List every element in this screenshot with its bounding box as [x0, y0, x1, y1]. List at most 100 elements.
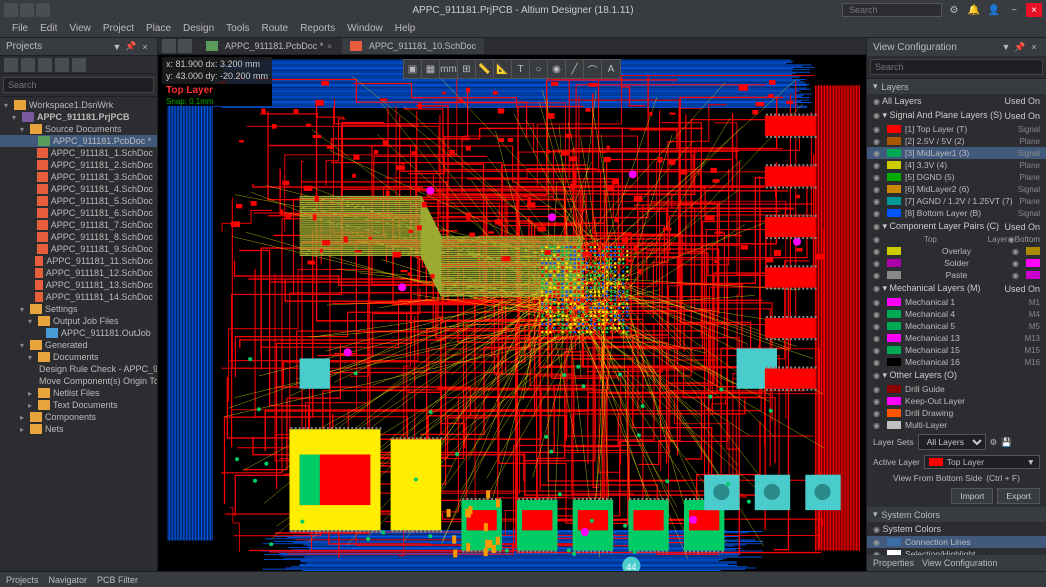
view-from-bottom[interactable]: View From Bottom Side — [893, 473, 982, 483]
vc-syscolors-label[interactable]: System Colors — [883, 524, 942, 534]
layer-row[interactable]: ◉Mechanical 1M1 — [867, 296, 1046, 308]
layer-row[interactable]: ◉[3] MidLayer1 (3)Signal — [867, 147, 1046, 159]
layer-sets-save-icon[interactable]: 💾 — [1001, 437, 1012, 448]
ctool-ruler-icon[interactable]: 📏 — [476, 60, 494, 78]
tree-netlist[interactable]: ▸Netlist Files — [0, 387, 157, 399]
menu-tools[interactable]: Tools — [220, 21, 255, 36]
vc-syscolors-section[interactable]: ▾System Colors — [867, 507, 1046, 522]
ctool-select-icon[interactable]: ▣ — [404, 60, 422, 78]
tree-schdoc[interactable]: APPC_911181_9.SchDoc — [0, 243, 157, 255]
tree-schdoc[interactable]: APPC_911181_4.SchDoc — [0, 183, 157, 195]
properties-tab[interactable]: Properties — [873, 558, 914, 568]
tree-schdoc[interactable]: APPC_911181_8.SchDoc — [0, 231, 157, 243]
tree-components[interactable]: ▸Components — [0, 411, 157, 423]
tree-schdoc[interactable]: APPC_911181_1.SchDoc — [0, 147, 157, 159]
tree-textdocs[interactable]: ▸Text Documents — [0, 399, 157, 411]
projects-toolbar-3[interactable] — [38, 58, 52, 72]
ctool-arc-icon[interactable]: ⌒ — [584, 60, 602, 78]
layer-sets-opts-icon[interactable]: ⚙ — [990, 437, 998, 448]
tree-documents[interactable]: ▾Documents — [0, 351, 157, 363]
layer-sets-select[interactable]: All Layers — [918, 434, 986, 450]
panel-pin-icon[interactable]: 📌 — [125, 41, 137, 53]
vc-close-icon[interactable]: × — [1028, 41, 1040, 53]
layer-row[interactable]: ◉[6] MidLayer2 (6)Signal — [867, 183, 1046, 195]
pair-row[interactable]: ◉Solder◉ — [867, 257, 1046, 269]
menu-reports[interactable]: Reports — [294, 21, 341, 36]
layer-row[interactable]: ◉[1] Top Layer (T)Signal — [867, 123, 1046, 135]
global-search-input[interactable] — [842, 3, 942, 17]
tree-schdoc[interactable]: APPC_911181_7.SchDoc — [0, 219, 157, 231]
layer-row[interactable]: ◉Keep-Out Layer — [867, 395, 1046, 407]
ctool-pad-icon[interactable]: ○ — [530, 60, 548, 78]
ctool-text-icon[interactable]: T — [512, 60, 530, 78]
user-icon[interactable]: 👤 — [986, 3, 1002, 17]
tab-schdoc[interactable]: APPC_911181_10.SchDoc — [342, 38, 484, 54]
tabs-nav-back-icon[interactable] — [178, 39, 192, 53]
vc-signal-group[interactable]: Signal And Plane Layers (S) — [890, 110, 1003, 120]
layer-row[interactable]: ◉[8] Bottom Layer (B)Signal — [867, 207, 1046, 219]
tree-nets[interactable]: ▸Nets — [0, 423, 157, 435]
tree-outjob-file[interactable]: APPC_911181.OutJob — [0, 327, 157, 339]
tree-schdoc[interactable]: APPC_911181_12.SchDoc — [0, 267, 157, 279]
layer-row[interactable]: ◉Mechanical 5M5 — [867, 320, 1046, 332]
projects-toolbar-2[interactable] — [21, 58, 35, 72]
vc-pin-icon[interactable]: 📌 — [1014, 41, 1026, 53]
tree-pcbdoc[interactable]: APPC_911181.PcbDoc * — [0, 135, 157, 147]
menu-window[interactable]: Window — [341, 21, 389, 36]
minimize-button[interactable]: − — [1006, 3, 1022, 17]
layer-row[interactable]: ◉Multi-Layer — [867, 419, 1046, 431]
layer-row[interactable]: ◉Mechanical 16M16 — [867, 356, 1046, 368]
tree-project[interactable]: ▾APPC_911181.PrjPCB — [0, 111, 157, 123]
syscolor-row[interactable]: ◉Selection/Highlight — [867, 548, 1046, 555]
tree-settings[interactable]: ▾Settings — [0, 303, 157, 315]
statusbar-pcbfilter[interactable]: PCB Filter — [97, 575, 138, 585]
export-button[interactable]: Export — [997, 488, 1040, 504]
layer-row[interactable]: ◉[2] 2.5V / 5V (2)Plane — [867, 135, 1046, 147]
tree-schdoc[interactable]: APPC_911181_5.SchDoc — [0, 195, 157, 207]
ctool-measure-icon[interactable]: 📐 — [494, 60, 512, 78]
layer-row[interactable]: ◉[4] 3.3V (4)Plane — [867, 159, 1046, 171]
layer-row[interactable]: ◉[5] DGND (5)Plane — [867, 171, 1046, 183]
ctool-units-icon[interactable]: mm — [440, 60, 458, 78]
tabs-nav-home-icon[interactable] — [162, 39, 176, 53]
tree-move-comp[interactable]: Move Component(s) Origin To Gri — [0, 375, 157, 387]
ctool-track-icon[interactable]: ╱ — [566, 60, 584, 78]
layer-row[interactable]: ◉Drill Guide — [867, 383, 1046, 395]
vc-mech-group[interactable]: Mechanical Layers (M) — [890, 283, 981, 293]
tree-schdoc[interactable]: APPC_911181_13.SchDoc — [0, 279, 157, 291]
tab-pcbdoc[interactable]: APPC_911181.PcbDoc *× — [198, 38, 340, 54]
vc-layers-section[interactable]: ▾Layers — [867, 79, 1046, 94]
menu-place[interactable]: Place — [140, 21, 177, 36]
vc-other-group[interactable]: Other Layers (O) — [890, 370, 958, 380]
pcb-canvas[interactable]: 44 — [158, 55, 866, 571]
layer-row[interactable]: ◉[7] AGND / 1.2V / 1.25VT (7)Plane — [867, 195, 1046, 207]
ctool-snap-icon[interactable]: ⊞ — [458, 60, 476, 78]
tree-schdoc[interactable]: APPC_911181_14.SchDoc — [0, 291, 157, 303]
vc-search-input[interactable] — [870, 59, 1043, 75]
panel-close-icon[interactable]: × — [139, 41, 151, 53]
tree-source-docs[interactable]: ▾Source Documents — [0, 123, 157, 135]
menu-design[interactable]: Design — [177, 21, 220, 36]
projects-toolbar-5[interactable] — [72, 58, 86, 72]
ctool-grid-icon[interactable]: ▦ — [422, 60, 440, 78]
menu-project[interactable]: Project — [97, 21, 140, 36]
tree-outputjob[interactable]: ▾Output Job Files — [0, 315, 157, 327]
tree-schdoc[interactable]: APPC_911181_11.SchDoc — [0, 255, 157, 267]
ctool-via-icon[interactable]: ◉ — [548, 60, 566, 78]
vc-comp-pairs[interactable]: Component Layer Pairs (C) — [890, 221, 1000, 231]
tree-workspace[interactable]: ▾Workspace1.DsnWrk — [0, 99, 157, 111]
menu-route[interactable]: Route — [256, 21, 295, 36]
menu-edit[interactable]: Edit — [34, 21, 63, 36]
tree-drc[interactable]: Design Rule Check - APPC_911181 — [0, 363, 157, 375]
close-button[interactable]: × — [1026, 3, 1042, 17]
menu-file[interactable]: File — [6, 21, 34, 36]
active-layer-select[interactable]: Top Layer▼ — [924, 455, 1040, 469]
pair-row[interactable]: ◉Paste◉ — [867, 269, 1046, 281]
menu-view[interactable]: View — [63, 21, 97, 36]
tree-generated[interactable]: ▾Generated — [0, 339, 157, 351]
tree-schdoc[interactable]: APPC_911181_2.SchDoc — [0, 159, 157, 171]
notifications-icon[interactable]: 🔔 — [966, 3, 982, 17]
statusbar-navigator[interactable]: Navigator — [49, 575, 88, 585]
import-button[interactable]: Import — [951, 488, 993, 504]
menu-help[interactable]: Help — [389, 21, 422, 36]
